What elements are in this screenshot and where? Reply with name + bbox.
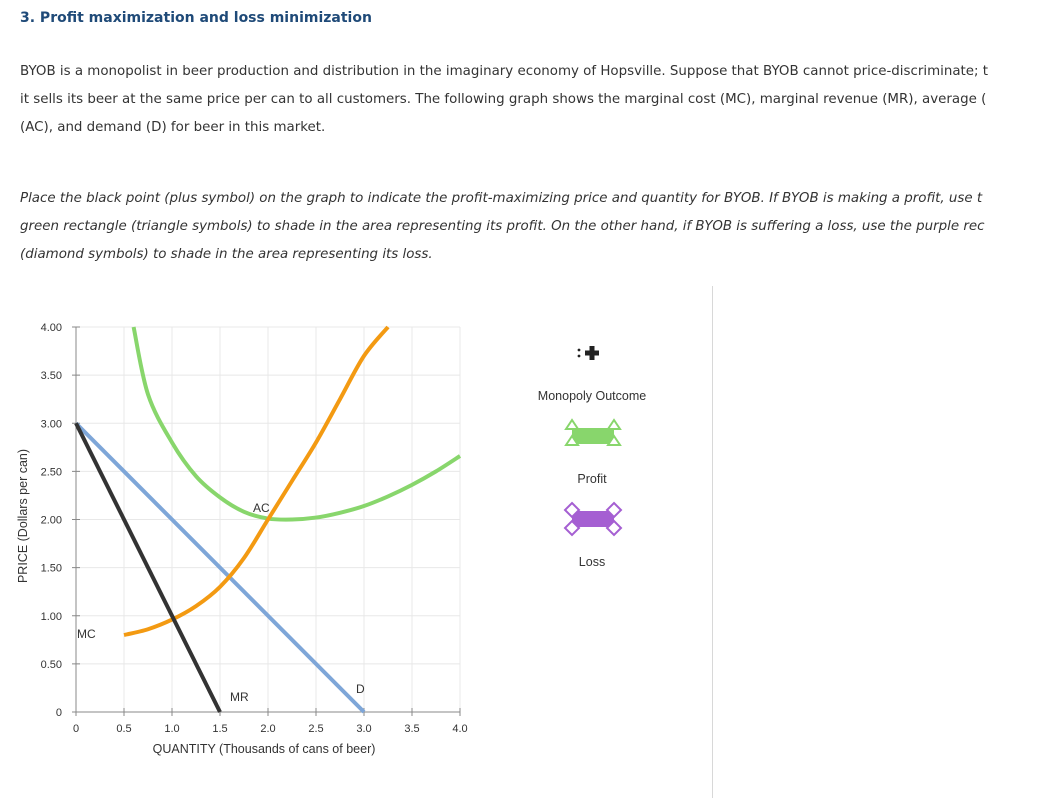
y-axis-title: PRICE (Dollars per can) xyxy=(16,449,30,583)
graph-area[interactable]: 0 0.5 1.0 1.5 2.0 2.5 3.0 3.5 4.000.501.001.502.… xyxy=(0,290,712,798)
curve-labels: MC AC MR D xyxy=(77,501,365,704)
y-tick-label: 2.50 xyxy=(41,466,62,478)
x-tick-label: 0.5 xyxy=(116,723,131,735)
mr-curve[interactable] xyxy=(74,422,222,713)
diamond-icon xyxy=(563,501,581,519)
monopoly-outcome-tool[interactable] xyxy=(577,346,599,360)
diamond-icon xyxy=(605,501,623,519)
profit-rectangle-tool[interactable] xyxy=(564,418,622,446)
demand-curve[interactable] xyxy=(74,421,366,714)
y-tick-label: 1.50 xyxy=(41,563,62,575)
loss-label: Loss xyxy=(579,555,605,569)
question-paragraph-1: BYOB is a monopolist in beer production … xyxy=(20,58,988,142)
x-tick-label: 1.0 xyxy=(164,723,179,735)
x-tick-label: 0 xyxy=(73,723,79,735)
ticks: 0 0.5 1.0 1.5 2.0 2.5 3.0 3.5 4.000.501.001.502.… xyxy=(41,322,468,735)
x-axis-title: QUANTITY (Thousands of cans of beer) xyxy=(153,742,376,756)
y-tick-label: 3.50 xyxy=(41,370,62,382)
paragraph-1-line-2: it sells its beer at the same price per … xyxy=(20,92,987,107)
y-tick-label: 1.00 xyxy=(41,611,62,623)
loss-rectangle-icon[interactable] xyxy=(572,511,614,527)
triangle-icon xyxy=(606,418,622,430)
ac-label: AC xyxy=(253,501,270,515)
x-tick-label: 2.5 xyxy=(308,723,323,735)
paragraph-1-line-1: BYOB is a monopolist in beer production … xyxy=(20,64,989,79)
y-tick-label: 4.00 xyxy=(41,322,62,334)
profit-label: Profit xyxy=(577,472,607,486)
panel-divider xyxy=(712,286,713,798)
paragraph-2-line-2: green rectangle (triangle symbols) to sh… xyxy=(20,219,985,234)
y-tick-label: 3.00 xyxy=(41,418,62,430)
loss-rectangle-tool[interactable] xyxy=(563,501,623,537)
profit-rectangle-icon[interactable] xyxy=(572,428,614,444)
triangle-icon xyxy=(606,434,622,446)
curves[interactable] xyxy=(74,325,462,714)
x-tick-label: 3.0 xyxy=(356,723,371,735)
x-tick-label: 1.5 xyxy=(212,723,227,735)
x-tick-label: 3.5 xyxy=(404,723,419,735)
question-paragraph-2: Place the black point (plus symbol) on t… xyxy=(20,185,984,269)
monopoly-outcome-label: Monopoly Outcome xyxy=(538,389,646,403)
d-label: D xyxy=(356,682,365,696)
plus-icon[interactable] xyxy=(577,346,599,360)
paragraph-1-line-3: (AC), and demand (D) for beer in this ma… xyxy=(20,120,326,135)
paragraph-2-line-3: (diamond symbols) to shade in the area r… xyxy=(20,247,433,262)
question-heading: 3. Profit maximization and loss minimiza… xyxy=(20,10,372,26)
y-tick-label: 0 xyxy=(56,707,62,719)
ac-curve[interactable] xyxy=(131,326,462,522)
mr-label: MR xyxy=(230,690,249,704)
mc-label: MC xyxy=(77,627,96,641)
mc-curve[interactable] xyxy=(123,325,390,637)
y-tick-label: 2.00 xyxy=(41,515,62,527)
diamond-icon xyxy=(605,519,623,537)
triangle-icon xyxy=(564,434,580,446)
triangle-icon xyxy=(564,418,580,430)
y-tick-label: 0.50 xyxy=(41,659,62,671)
x-tick-label: 4.0 xyxy=(452,723,467,735)
diamond-icon xyxy=(563,519,581,537)
x-tick-label: 2.0 xyxy=(260,723,275,735)
paragraph-2-line-1: Place the black point (plus symbol) on t… xyxy=(20,191,983,206)
